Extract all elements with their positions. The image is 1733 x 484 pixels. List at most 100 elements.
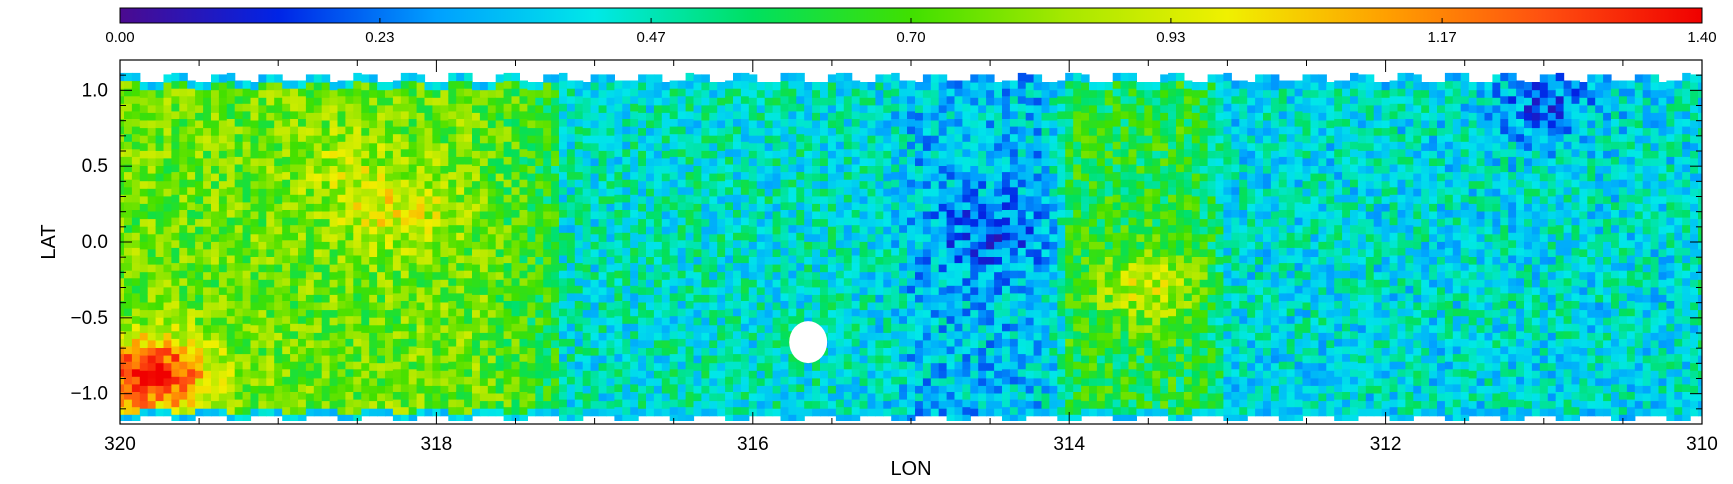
heatmap-cell — [756, 392, 766, 402]
heatmap-cell — [432, 233, 441, 242]
heatmap-cell — [385, 332, 394, 341]
heatmap-cell — [559, 270, 568, 279]
heatmap-cell — [305, 377, 315, 386]
heatmap-cell — [543, 203, 552, 212]
heatmap-cell — [717, 180, 726, 189]
heatmap-cell — [677, 383, 687, 392]
heatmap-cell — [139, 135, 149, 144]
heatmap-cell — [614, 383, 623, 392]
heatmap-cell — [551, 392, 560, 402]
heatmap-cell — [543, 248, 552, 257]
heatmap-cell — [812, 362, 821, 371]
heatmap-cell — [827, 324, 837, 333]
heatmap-cell — [669, 262, 679, 271]
heatmap-cell — [448, 262, 457, 271]
heatmap-cell — [835, 323, 845, 332]
heatmap-cell — [559, 300, 568, 309]
heatmap-cell — [298, 163, 307, 173]
heatmap-cell — [472, 309, 481, 318]
heatmap-cell — [258, 264, 267, 273]
heatmap-cell — [598, 97, 608, 106]
heatmap-cell — [226, 330, 236, 339]
heatmap-cell — [456, 133, 465, 142]
heatmap-cell — [511, 88, 520, 97]
heatmap-cell — [226, 80, 236, 89]
heatmap-cell — [646, 119, 655, 129]
heatmap-cell — [543, 408, 552, 417]
heatmap-cell — [748, 119, 758, 129]
heatmap-cell — [298, 217, 307, 226]
heatmap-cell — [479, 218, 489, 227]
heatmap-cell — [685, 163, 695, 173]
heatmap-cell — [915, 385, 924, 394]
heatmap-cell — [835, 126, 845, 135]
heatmap-cell — [978, 339, 987, 348]
heatmap-cell — [440, 362, 449, 371]
heatmap-cell — [353, 110, 362, 119]
heatmap-cell — [986, 173, 995, 182]
heatmap-cell — [796, 110, 805, 119]
heatmap-cell — [812, 301, 821, 311]
heatmap-cell — [147, 256, 157, 265]
heatmap-cell — [440, 286, 449, 295]
heatmap-cell — [535, 233, 544, 242]
heatmap-cell — [756, 195, 766, 204]
heatmap-cell — [685, 95, 695, 104]
heatmap-cell — [986, 157, 995, 166]
heatmap-cell — [709, 279, 718, 288]
heatmap-cell — [574, 103, 584, 112]
heatmap-cell — [606, 150, 615, 159]
heatmap-cell — [590, 165, 600, 174]
heatmap-cell — [962, 186, 971, 195]
heatmap-cell — [472, 218, 481, 227]
heatmap-cell — [226, 323, 236, 332]
heatmap-cell — [408, 201, 418, 210]
heatmap-cell — [566, 141, 576, 150]
heatmap-cell — [266, 370, 275, 379]
heatmap-cell — [788, 217, 797, 226]
heatmap-cell — [685, 133, 695, 142]
heatmap-cell — [653, 309, 663, 318]
heatmap-cell — [274, 400, 283, 409]
heatmap-cell — [171, 141, 180, 150]
heatmap-cell — [827, 203, 837, 212]
heatmap-cell — [693, 119, 702, 129]
heatmap-cell — [646, 256, 655, 265]
heatmap-cell — [274, 233, 283, 242]
heatmap-cell — [978, 82, 987, 91]
heatmap-cell — [543, 392, 552, 402]
heatmap-cell — [321, 324, 331, 333]
heatmap-cell — [274, 355, 283, 364]
heatmap-cell — [622, 300, 631, 309]
heatmap-cell — [242, 209, 252, 218]
heatmap-cell — [377, 301, 386, 311]
heatmap-cell — [131, 194, 141, 203]
heatmap-cell — [835, 285, 845, 294]
heatmap-cell — [464, 239, 473, 248]
heatmap-cell — [922, 157, 932, 166]
heatmap-cell — [638, 377, 647, 386]
heatmap-cell — [290, 88, 299, 97]
heatmap-cell — [361, 271, 370, 280]
heatmap-cell — [226, 406, 236, 415]
heatmap-cell — [298, 338, 307, 347]
heatmap-cell — [859, 385, 869, 394]
heatmap-cell — [337, 308, 346, 317]
heatmap-cell — [448, 156, 457, 165]
heatmap-cell — [820, 271, 829, 280]
heatmap-cell — [669, 179, 679, 188]
heatmap-cell — [899, 247, 908, 256]
heatmap-cell — [796, 285, 805, 294]
heatmap-cell — [946, 148, 956, 157]
heatmap-cell — [606, 233, 615, 242]
heatmap-cell — [638, 127, 647, 136]
heatmap-cell — [733, 391, 742, 400]
heatmap-cell — [915, 233, 924, 242]
heatmap-cell — [321, 135, 331, 144]
heatmap-cell — [242, 110, 252, 119]
heatmap-cell — [535, 279, 544, 288]
heatmap-cell — [946, 88, 956, 97]
heatmap-cell — [120, 95, 125, 104]
heatmap-cell — [353, 209, 362, 218]
heatmap-cell — [764, 339, 774, 348]
